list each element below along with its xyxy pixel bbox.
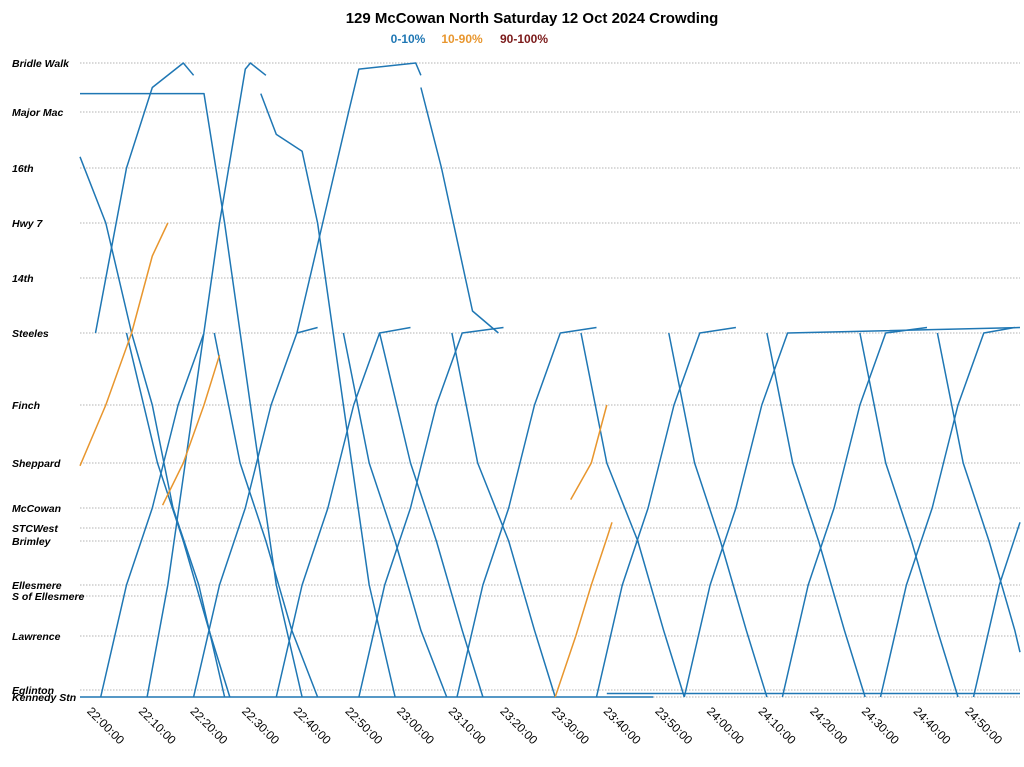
trip-line-9: [342, 332, 448, 698]
stop-label-1: Major Mac: [12, 107, 64, 119]
legend-item-1: 10-90%: [441, 32, 483, 46]
x-tick-12: 24:00:00: [704, 704, 747, 747]
trip-line-6: [79, 156, 226, 698]
trip-line-30: [161, 354, 221, 506]
trip-line-25: [879, 326, 1015, 698]
x-tick-2: 22:20:00: [188, 704, 231, 747]
chart-title: 129 McCowan North Saturday 12 Oct 2024 C…: [346, 10, 719, 27]
gridlines: [80, 62, 1020, 698]
legend: 0-10% 10-90% 90-100%: [391, 32, 549, 46]
stop-label-8: McCowan: [12, 503, 61, 515]
stop-label-0: Bridle Walk: [12, 58, 70, 70]
x-tick-10: 23:40:00: [601, 704, 644, 747]
x-tick-15: 24:30:00: [859, 704, 902, 747]
trip-line-22: [595, 326, 737, 698]
x-tick-9: 23:30:00: [549, 704, 592, 747]
trip-line-7: [125, 332, 231, 698]
x-tick-13: 24:10:00: [756, 704, 799, 747]
stop-label-5: Steeles: [12, 328, 49, 340]
trip-line-24: [781, 326, 928, 698]
x-tick-11: 23:50:00: [652, 704, 695, 747]
stop-label-13: Lawrence: [12, 631, 61, 643]
trip-line-8: [213, 332, 319, 698]
trip-line-16: [936, 332, 1021, 653]
x-tick-16: 24:40:00: [911, 704, 954, 747]
x-tick-17: 24:50:00: [962, 704, 1005, 747]
trip-line-29: [79, 222, 169, 467]
x-tick-4: 22:40:00: [291, 704, 334, 747]
trip-line-0: [94, 62, 195, 334]
trip-line-4: [260, 93, 396, 698]
trip-line-31: [554, 522, 613, 698]
legend-item-2: 90-100%: [500, 32, 548, 46]
trip-line-12: [580, 332, 686, 698]
trip-line-13: [668, 332, 768, 698]
stop-label-11: Ellesmere: [12, 580, 62, 592]
stop-label-7: Sheppard: [12, 458, 61, 470]
trip-line-26: [972, 522, 1021, 698]
series-lines: [79, 62, 1021, 698]
trip-line-3: [80, 92, 303, 698]
stop-label-15: Kennedy Stn: [12, 692, 76, 704]
x-tick-8: 23:20:00: [497, 704, 540, 747]
stop-label-6: Finch: [12, 400, 40, 412]
trip-line-14: [766, 332, 866, 698]
x-tick-6: 23:00:00: [394, 704, 437, 747]
trip-line-17: [99, 332, 205, 698]
trip-line-5: [420, 87, 499, 334]
trip-line-10: [378, 332, 484, 698]
stop-label-9: STCWest: [12, 523, 58, 535]
stop-label-3: Hwy 7: [12, 218, 44, 230]
x-tick-3: 22:30:00: [239, 704, 282, 747]
trip-line-11: [451, 332, 556, 698]
x-tick-1: 22:10:00: [136, 704, 179, 747]
trip-line-19: [275, 326, 411, 698]
trip-line-1: [146, 62, 267, 698]
stop-label-10: Brimley: [12, 536, 52, 548]
trip-line-23: [683, 326, 1021, 698]
x-tick-0: 22:00:00: [84, 704, 127, 747]
trip-line-15: [859, 332, 959, 698]
stop-label-14: Eglinton: [12, 685, 54, 697]
x-tick-7: 23:10:00: [446, 704, 489, 747]
stop-label-4: 14th: [12, 273, 34, 285]
stop-labels: Bridle Walk Major Mac 16th Hwy 7 14th Steeles…: [12, 58, 85, 704]
x-tick-labels: 22:00:00 22:10:00 22:20:00 22:30:00 22:40:00…: [84, 704, 1005, 747]
trip-line-32: [570, 404, 608, 500]
x-tick-5: 22:50:00: [342, 704, 385, 747]
trip-line-21: [456, 326, 597, 698]
stop-label-12: S of Ellesmere: [12, 591, 85, 603]
legend-item-0: 0-10%: [391, 32, 426, 46]
trip-line-2: [296, 62, 422, 334]
trip-line-20: [358, 326, 504, 698]
stop-label-2: 16th: [12, 163, 34, 175]
x-tick-14: 24:20:00: [807, 704, 850, 747]
trip-line-18: [192, 326, 318, 698]
